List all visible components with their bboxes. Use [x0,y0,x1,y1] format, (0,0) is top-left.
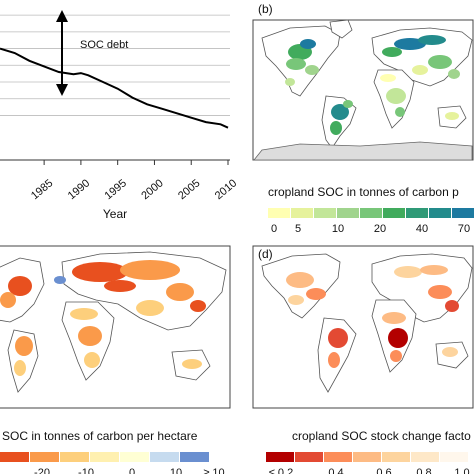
legend-tick-label: 10 [332,223,344,235]
legend-tick-label: ≥ 10 [203,467,224,474]
legend-swatch [30,452,59,462]
panel-c-legend-swatches [0,452,209,462]
panel-d-legend-title: cropland SOC stock change facto [292,429,471,443]
legend-tick-label: -20 [34,467,50,474]
panel-b-legend-title: cropland SOC in tonnes of carbon p [268,185,459,199]
legend-swatch [90,452,119,462]
legend-tick-label: 10 [170,467,182,474]
legend-swatch [324,452,352,462]
panel-c-legend-labels: -20 -10 0 10 ≥ 10 [34,467,225,474]
soc-series-line [0,47,229,129]
panel-c-legend: SOC in tonnes of carbon per hectare -20-… [0,429,225,474]
panel-b-map: (b) [252,2,474,161]
legend-swatch [120,452,149,462]
panel-c-legend-title: SOC in tonnes of carbon per hectare [2,429,198,443]
panel-b-legend: cropland SOC in tonnes of carbon p 0 5 10 2… [268,185,474,235]
legend-swatch [180,452,209,462]
legend-tick-label: ≤ 0.2 [269,467,293,474]
x-tick-label: 1995 [103,177,129,202]
legend-tick-label: 5 [295,223,301,235]
legend-tick-label: 1.0 [454,467,469,474]
panel-b-label: (b) [258,2,273,16]
x-axis-label: Year [103,207,127,221]
panel-b-legend-swatches [268,208,474,218]
panel-d-legend-swatches [266,452,468,462]
x-axis-ticks: 1985 1990 1995 2000 2005 2010 [29,160,239,202]
legend-swatch [150,452,179,462]
panel-c-map [0,245,231,409]
legend-tick-label: 0.4 [328,467,343,474]
legend-swatch [268,208,290,218]
legend-swatch [429,208,451,218]
legend-tick-label: 70 [458,223,470,235]
legend-swatch [353,452,381,462]
legend-tick-label: 0 [129,467,135,474]
legend-tick-label: 40 [416,223,428,235]
x-tick-label: 1985 [29,177,55,202]
x-tick-label: 2010 [213,177,239,202]
stock-change-factor-cells [286,265,459,368]
soc-debt-annotation: SOC debt [80,39,128,51]
legend-tick-label: 20 [374,223,386,235]
legend-swatch [60,452,89,462]
soc-debt-arrow [56,10,68,96]
legend-swatch [382,452,410,462]
legend-swatch [360,208,382,218]
legend-tick-label: 0.6 [376,467,391,474]
legend-swatch [440,452,468,462]
grid-lines [0,14,230,116]
soc-change-cells [0,260,206,376]
legend-swatch [295,452,323,462]
x-tick-label: 2000 [139,177,165,202]
legend-tick-label: -10 [78,467,94,474]
antarctica-shape [253,141,473,161]
legend-swatch [452,208,474,218]
legend-swatch [406,208,428,218]
legend-tick-label: 0 [271,223,277,235]
cropland-soc-cells [285,35,460,135]
x-tick-label: 1990 [66,177,92,202]
legend-tick-label: 0.8 [416,467,431,474]
greenland-shape [329,19,353,39]
panel-d-legend: cropland SOC stock change facto ≤ 0.2 0.4… [266,429,471,474]
legend-swatch [383,208,405,218]
legend-swatch [314,208,336,218]
legend-swatch [291,208,313,218]
legend-swatch [266,452,294,462]
x-tick-label: 2005 [176,177,202,202]
legend-swatch [0,452,29,462]
panel-d-map: (d) [252,245,474,409]
legend-swatch [411,452,439,462]
panel-a-line-chart: 1985 1990 1995 2000 2005 2010 SOC debt Year [0,10,239,221]
legend-swatch [337,208,359,218]
panel-d-label: (d) [258,247,273,261]
panel-b-legend-labels: 0 5 10 20 40 70 [271,223,470,235]
panel-d-legend-labels: ≤ 0.2 0.4 0.6 0.8 1.0 [269,467,470,474]
